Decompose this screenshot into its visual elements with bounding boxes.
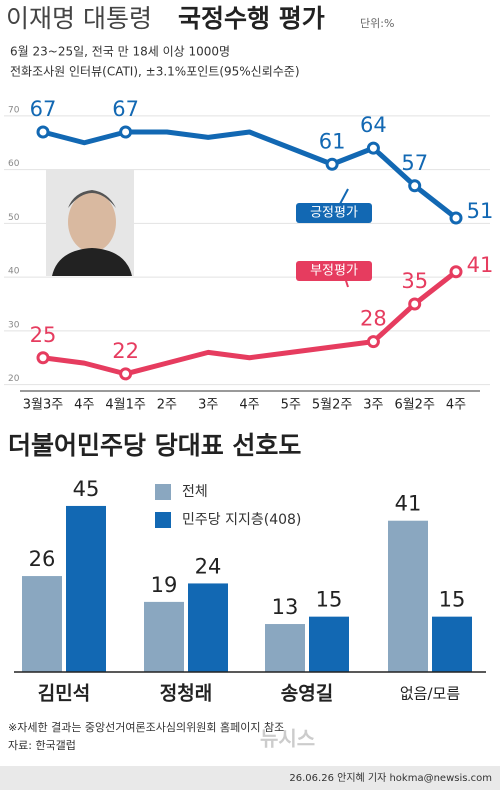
series-name: 긍정평가 xyxy=(310,206,358,221)
y-tick-label: 60 xyxy=(8,159,20,169)
x-tick-label: 2주 xyxy=(157,398,177,413)
subtitle: 6월 23~25일, 전국 만 18세 이상 1000명 xyxy=(10,45,230,59)
y-tick-label: 70 xyxy=(8,105,20,115)
x-tick-label: 3월3주 xyxy=(23,398,64,413)
bar xyxy=(22,576,62,672)
data-label: 24 xyxy=(195,554,222,578)
y-tick-label: 50 xyxy=(8,213,20,223)
x-tick-label: 김민석 xyxy=(38,683,90,705)
bar xyxy=(432,616,472,672)
chart-title: 더불어민주당 당대표 선호도 xyxy=(8,431,301,460)
bar xyxy=(66,505,106,672)
x-tick-label: 4주 xyxy=(74,398,94,413)
data-label: 61 xyxy=(319,129,346,153)
y-tick-label: 20 xyxy=(8,374,20,384)
x-tick-label: 송영길 xyxy=(281,683,333,705)
x-tick-label: 3주 xyxy=(363,398,383,413)
x-tick-label: 4월1주 xyxy=(105,398,146,413)
logo: 뉴시스 xyxy=(260,727,315,751)
data-label: 64 xyxy=(360,113,387,137)
x-tick-label: 없음/모름 xyxy=(400,685,460,703)
data-label: 15 xyxy=(316,588,343,612)
marker xyxy=(325,157,339,171)
marker xyxy=(119,125,133,139)
bar xyxy=(144,601,184,672)
series-tag xyxy=(296,261,372,281)
data-label: 28 xyxy=(360,307,387,331)
data-label: 19 xyxy=(151,573,178,597)
source: 자료: 한국갤럽 xyxy=(8,738,76,752)
x-tick-label: 6월2주 xyxy=(394,398,435,413)
marker xyxy=(119,367,133,381)
x-tick-label: 5월2주 xyxy=(312,398,353,413)
legend-label: 전체 xyxy=(182,484,208,500)
x-tick-label: 4주 xyxy=(239,398,259,413)
photo xyxy=(46,170,134,276)
bar xyxy=(309,616,349,672)
line xyxy=(42,129,458,220)
callout-line xyxy=(339,188,349,205)
data-label: 41 xyxy=(395,492,422,516)
marker xyxy=(449,211,463,225)
data-label: 67 xyxy=(30,97,57,121)
x-tick-label: 정청래 xyxy=(160,683,212,705)
subtitle: 전화조사원 인터뷰(CATI), ±3.1%포인트(95%신뢰수준) xyxy=(10,65,300,79)
series-name: 부정평가 xyxy=(310,264,358,279)
data-label: 26 xyxy=(29,547,56,571)
marker xyxy=(36,351,50,365)
title-topic: 국정수행 평가 xyxy=(178,4,325,33)
legend-swatch xyxy=(155,512,171,528)
data-label: 45 xyxy=(73,477,100,501)
legend-label: 민주당 지지층(408) xyxy=(182,512,301,528)
y-tick-label: 40 xyxy=(8,267,20,277)
data-label: 22 xyxy=(112,339,139,363)
marker xyxy=(449,265,463,279)
line xyxy=(42,269,458,377)
marker xyxy=(36,125,50,139)
marker xyxy=(408,297,422,311)
x-tick-label: 5주 xyxy=(281,398,301,413)
marker xyxy=(366,335,380,349)
data-label: 25 xyxy=(30,323,57,347)
data-label: 15 xyxy=(439,588,466,612)
bar xyxy=(265,624,305,672)
data-label: 67 xyxy=(112,97,139,121)
data-label: 41 xyxy=(467,253,494,277)
y-tick-label: 30 xyxy=(8,320,20,330)
marker xyxy=(366,141,380,155)
footer-band xyxy=(0,766,500,790)
data-label: 57 xyxy=(401,151,428,175)
credit: 26.06.26 안지혜 기자 hokma@newsis.com xyxy=(289,772,492,784)
unit: 단위:% xyxy=(360,17,394,30)
data-label: 35 xyxy=(401,269,428,293)
note: ※자세한 결과는 중앙선거여론조사심의위원회 홈페이지 참조 xyxy=(8,720,284,734)
data-label: 51 xyxy=(467,199,494,223)
data-label: 13 xyxy=(272,595,299,619)
title-name: 이재명 대통령 xyxy=(6,4,152,33)
marker xyxy=(408,179,422,193)
bar xyxy=(188,583,228,672)
x-tick-label: 4주 xyxy=(446,398,466,413)
series-tag xyxy=(296,203,372,223)
legend-swatch xyxy=(155,484,171,500)
x-tick-label: 3주 xyxy=(198,398,218,413)
bar xyxy=(388,520,428,672)
